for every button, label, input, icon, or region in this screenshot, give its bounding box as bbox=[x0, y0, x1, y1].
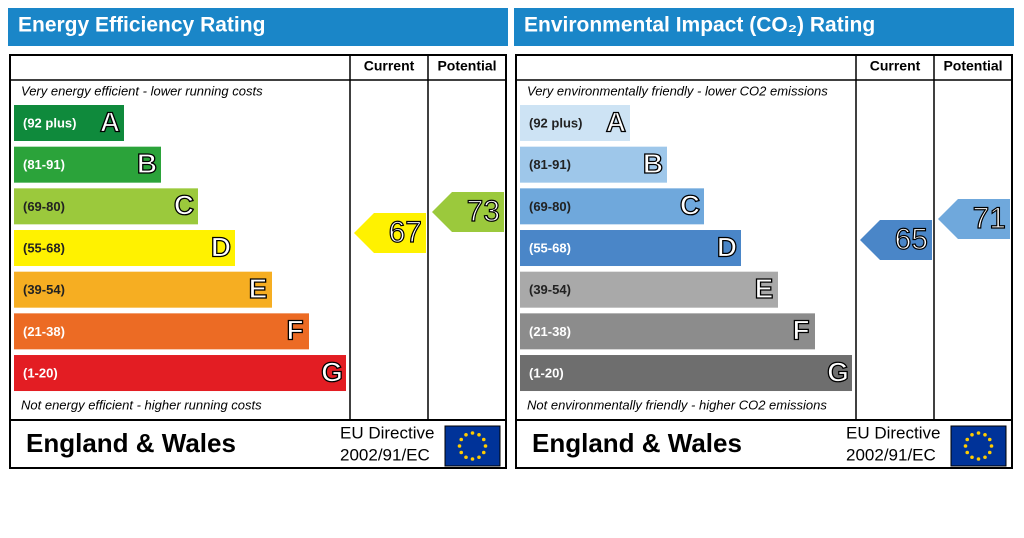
panel-title: Environmental Impact (CO₂) Rating bbox=[524, 14, 875, 37]
band-range: (39-54) bbox=[23, 282, 65, 297]
directive-code: 2002/91/EC bbox=[340, 445, 430, 464]
band-range: (69-80) bbox=[23, 199, 65, 214]
rating-band bbox=[14, 230, 235, 267]
band-letter: E bbox=[755, 273, 774, 304]
rating-arrow bbox=[860, 220, 932, 260]
bottom-note: Not energy efficient - higher running co… bbox=[21, 397, 262, 412]
rating-band bbox=[520, 188, 704, 225]
band-range: (55-68) bbox=[529, 240, 571, 255]
rating-arrow bbox=[432, 192, 504, 232]
band-letter: A bbox=[606, 106, 626, 137]
eu-star bbox=[483, 444, 488, 448]
region: England & Wales bbox=[26, 428, 236, 458]
eu-star bbox=[459, 450, 464, 455]
panel-box bbox=[9, 54, 507, 469]
rating-band bbox=[520, 146, 667, 183]
band-letter: A bbox=[100, 106, 120, 137]
rating-band bbox=[520, 313, 815, 350]
eu-star bbox=[965, 437, 970, 442]
header-bar bbox=[8, 8, 508, 46]
eu-star bbox=[963, 444, 968, 448]
band-letter: F bbox=[792, 315, 809, 346]
panel-box bbox=[515, 54, 1013, 469]
rating-arrow bbox=[938, 199, 1010, 239]
eu-star bbox=[470, 457, 475, 461]
eu-star bbox=[987, 437, 992, 442]
eu-star bbox=[459, 437, 464, 442]
rating-arrow bbox=[354, 213, 426, 253]
column-header: Potential bbox=[943, 58, 1002, 74]
band-range: (1-20) bbox=[529, 365, 564, 380]
rating-band bbox=[14, 105, 124, 141]
band-letter: E bbox=[249, 273, 268, 304]
rating-band bbox=[520, 355, 852, 392]
eu-star bbox=[481, 450, 486, 455]
rating-band bbox=[520, 271, 778, 308]
band-letter: C bbox=[680, 190, 700, 221]
eu-star bbox=[983, 432, 987, 437]
eu-star bbox=[965, 450, 970, 455]
eu-star bbox=[970, 455, 974, 460]
band-letter: D bbox=[717, 231, 737, 262]
rating-band bbox=[520, 230, 741, 267]
rating-value: 65 bbox=[895, 223, 928, 256]
eu-star bbox=[464, 432, 468, 437]
eu-star bbox=[976, 457, 981, 461]
rating-band bbox=[14, 188, 198, 225]
band-range: (1-20) bbox=[23, 365, 58, 380]
eu-star bbox=[983, 455, 987, 460]
panel-title: Energy Efficiency Rating bbox=[18, 14, 265, 37]
directive-code: 2002/91/EC bbox=[846, 445, 936, 464]
band-letter: C bbox=[174, 190, 194, 221]
rating-band bbox=[14, 146, 161, 183]
rating-band bbox=[520, 105, 630, 141]
top-note: Very energy efficient - lower running co… bbox=[21, 83, 263, 98]
eu-star bbox=[457, 444, 462, 448]
band-letter: B bbox=[137, 148, 157, 179]
top-note: Very environmentally friendly - lower CO… bbox=[527, 83, 828, 98]
eu-star bbox=[477, 432, 481, 437]
eu-star bbox=[481, 437, 486, 442]
eu-star bbox=[464, 455, 468, 460]
rating-value: 67 bbox=[389, 216, 422, 249]
band-letter: G bbox=[827, 356, 849, 387]
eu-star bbox=[987, 450, 992, 455]
band-letter: F bbox=[286, 315, 303, 346]
band-range: (21-38) bbox=[529, 324, 571, 339]
directive: EU Directive bbox=[846, 423, 940, 442]
eu-star bbox=[976, 431, 981, 435]
eu-star bbox=[470, 431, 475, 435]
eu-star bbox=[477, 455, 481, 460]
rating-band bbox=[14, 313, 309, 350]
column-header: Current bbox=[870, 58, 921, 74]
rating-value: 71 bbox=[973, 202, 1006, 235]
region: England & Wales bbox=[532, 428, 742, 458]
rating-band bbox=[14, 355, 346, 392]
band-range: (21-38) bbox=[23, 324, 65, 339]
band-range: (39-54) bbox=[529, 282, 571, 297]
band-range: (55-68) bbox=[23, 240, 65, 255]
column-header: Potential bbox=[437, 58, 496, 74]
band-letter: D bbox=[211, 231, 231, 262]
band-letter: B bbox=[643, 148, 663, 179]
rating-value: 73 bbox=[467, 195, 500, 228]
bottom-note: Not environmentally friendly - higher CO… bbox=[527, 397, 827, 412]
directive: EU Directive bbox=[340, 423, 434, 442]
eu-star bbox=[970, 432, 974, 437]
band-letter: G bbox=[321, 356, 343, 387]
column-header: Current bbox=[364, 58, 415, 74]
band-range: (81-91) bbox=[23, 157, 65, 172]
band-range: (92 plus) bbox=[529, 115, 582, 130]
rating-band bbox=[14, 271, 272, 308]
eu-star bbox=[989, 444, 994, 448]
band-range: (81-91) bbox=[529, 157, 571, 172]
header-bar bbox=[514, 8, 1014, 46]
band-range: (69-80) bbox=[529, 199, 571, 214]
band-range: (92 plus) bbox=[23, 115, 76, 130]
